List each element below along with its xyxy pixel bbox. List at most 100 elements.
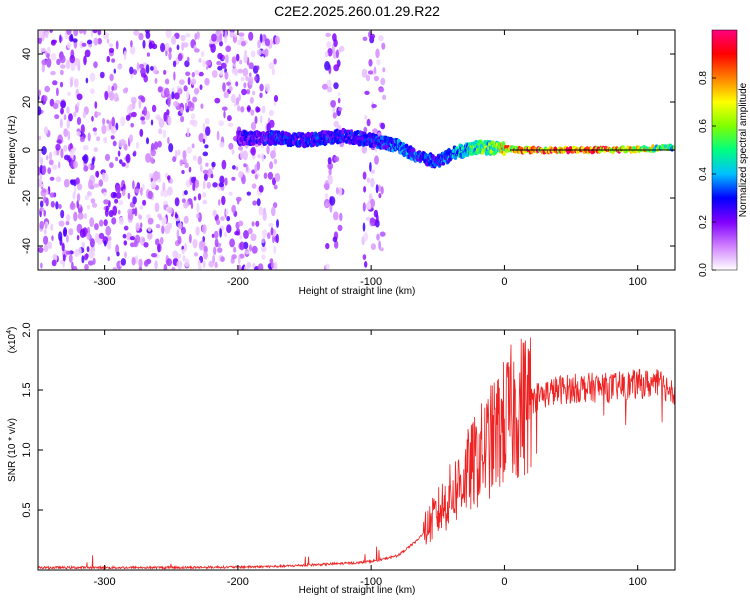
spectrogram-cell <box>269 161 274 170</box>
spectrogram-cell <box>171 91 175 100</box>
spectrogram-cell <box>146 52 150 57</box>
spectrogram-cell <box>60 209 65 219</box>
spectrogram-cell <box>193 88 200 94</box>
spectrogram-cell <box>147 231 153 240</box>
y-tick-label: 1.0 <box>21 442 33 457</box>
spectrogram-cell <box>196 202 200 213</box>
spectrogram-cell <box>96 111 102 116</box>
spectrogram-cell <box>229 238 236 248</box>
spectrogram-cell <box>338 107 343 112</box>
spectrogram-cell <box>166 222 173 230</box>
spectrogram-cell <box>191 176 196 184</box>
spectrogram-cell <box>157 243 161 253</box>
spectrogram-cell <box>235 53 240 62</box>
y-multiplier-close: ) <box>7 327 18 330</box>
spectrogram-cell <box>88 163 91 170</box>
spectrogram-cell <box>92 30 98 34</box>
spectrogram-cell <box>142 39 146 49</box>
spectrogram-cell <box>237 146 244 151</box>
spectrogram-cell <box>79 228 86 238</box>
spectrogram-cell <box>222 106 228 111</box>
spectrogram-cell <box>88 179 93 190</box>
spectrogram-cell <box>87 132 91 142</box>
spectrogram-cell <box>59 81 64 88</box>
spectrogram-cell <box>169 206 173 215</box>
spectrogram-cell <box>129 236 135 241</box>
spectrogram-cell <box>65 59 71 70</box>
spectrogram-cell <box>333 64 340 72</box>
spectrogram-cell <box>53 150 57 156</box>
spectrogram-cell <box>183 85 188 92</box>
spectrogram-cell <box>202 122 206 132</box>
spectrogram-cell <box>273 158 278 165</box>
spectrogram-cell <box>74 248 79 257</box>
spectrogram-cell <box>172 156 177 163</box>
top-y-axis: -40 -20 0 20 40 <box>21 48 675 254</box>
spectrogram-cell <box>104 153 111 162</box>
spectrogram-cell <box>167 191 173 196</box>
spectrogram-cell <box>261 238 265 244</box>
spectrogram-cell <box>161 225 165 234</box>
spectrogram-cell <box>369 161 372 172</box>
spectrogram-cell <box>58 220 65 227</box>
spectrogram-cell <box>56 139 62 144</box>
spectrogram-cell <box>246 261 251 269</box>
spectrogram-cell <box>135 222 140 232</box>
spectrogram-cell <box>39 207 45 212</box>
spectrogram-cell <box>254 76 258 82</box>
spectrogram-cell <box>197 193 202 201</box>
spectrogram-cell <box>173 71 176 81</box>
spectrogram-cell <box>325 263 330 270</box>
spectrogram-cell <box>113 92 119 102</box>
spectrogram-cell <box>162 129 167 139</box>
signal-cell <box>287 132 291 137</box>
spectrogram-cell <box>364 261 368 268</box>
spectrogram-cell <box>167 136 170 145</box>
spectrogram-cell <box>369 217 376 227</box>
spectrogram-cell <box>89 238 95 248</box>
figure-title: C2E2.2025.260.01.29.R22 <box>274 3 440 19</box>
spectrogram-cell <box>254 115 258 124</box>
y-multiplier-base: (x10 <box>7 333 18 353</box>
spectrogram-cell <box>206 182 211 189</box>
signal-cell <box>404 143 409 148</box>
spectrogram-cell <box>381 42 386 50</box>
spectrogram-cell <box>150 66 154 71</box>
spectrogram-cell <box>187 77 191 85</box>
spectrogram-cell <box>256 49 262 56</box>
spectrogram-cell <box>216 219 221 226</box>
spectrogram-cell <box>83 55 87 66</box>
spectrogram-cell <box>380 77 386 86</box>
spectrogram-cell <box>214 97 221 104</box>
spectrogram-cell <box>238 93 241 102</box>
spectrogram-cell <box>83 145 89 151</box>
spectrogram-cell <box>103 240 107 247</box>
spectrogram-cell <box>164 87 170 98</box>
spectrogram-cell <box>38 30 44 39</box>
spectrogram-cell <box>131 111 137 118</box>
spectrogram-cell <box>223 91 229 99</box>
spectrogram-cell <box>63 178 70 188</box>
spectrogram-cell <box>165 30 172 39</box>
spectrogram-cell <box>370 198 375 208</box>
spectrogram-cell <box>243 53 248 64</box>
spectrogram-cell <box>263 172 268 179</box>
spectrogram-cell <box>199 164 203 172</box>
x-tick-label: 100 <box>629 276 647 288</box>
spectrogram-cell <box>117 209 121 215</box>
spectrogram-cell <box>202 169 209 174</box>
spectrogram-cell <box>154 260 158 270</box>
spectrogram-cell <box>39 173 43 180</box>
x-tick-label: 0 <box>501 576 507 588</box>
spectrogram-cell <box>59 34 62 44</box>
spectrogram-cell <box>138 214 143 220</box>
spectrogram-cell <box>214 238 219 248</box>
spectrogram-cell <box>185 33 191 38</box>
spectrogram-cell <box>224 71 229 80</box>
spectrogram-cell <box>93 37 99 46</box>
spectrogram-cell <box>333 82 339 90</box>
spectrogram-cell <box>252 90 256 96</box>
spectrogram-cell <box>124 143 128 151</box>
spectrogram-cell <box>132 180 135 190</box>
spectrogram-cell <box>125 153 131 164</box>
